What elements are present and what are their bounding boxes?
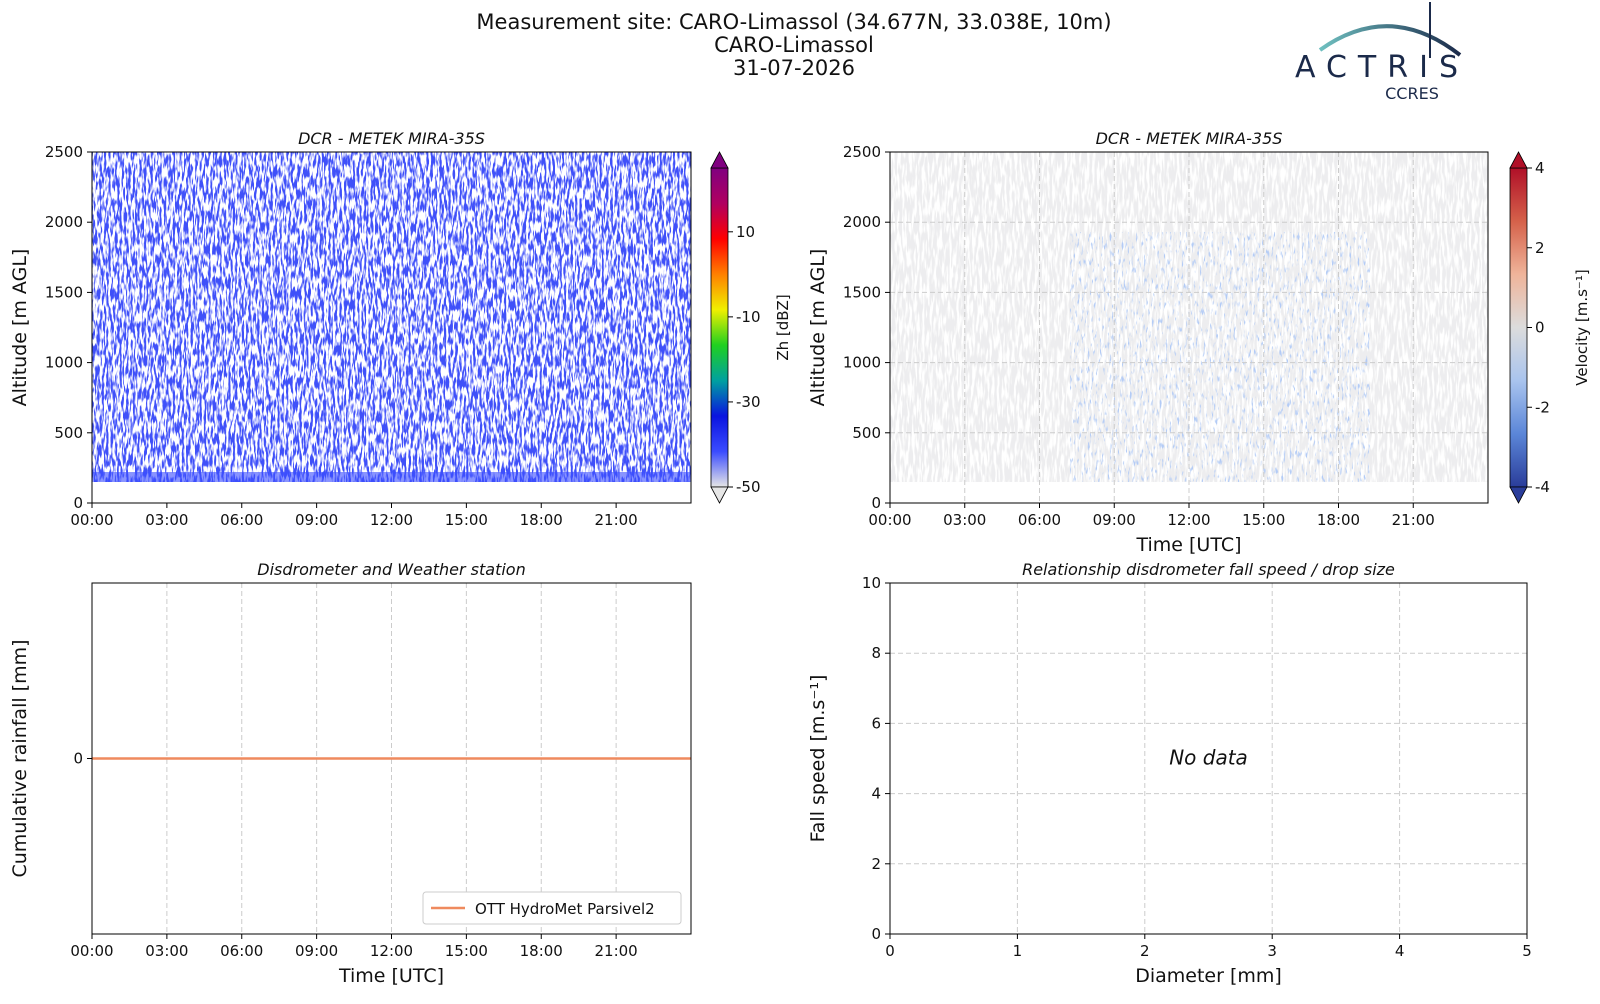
y-tick-label: 1500 [843,283,881,301]
y-tick-label: 0 [73,494,83,512]
colorbar-tick-label: -2 [1535,398,1550,416]
panel-title: DCR - METEK MIRA-35S [1096,129,1283,148]
x-tick-label: 4 [1395,942,1405,960]
y-axis-label: Altitude [m AGL] [807,249,829,407]
colorbar-label: Zh [dBZ] [774,294,792,360]
y-tick-label: 500 [54,424,83,442]
x-tick-label: 21:00 [595,942,638,960]
x-tick-label: 21:00 [1392,511,1435,529]
y-tick-label: 2 [871,855,881,873]
x-axis-label: Diameter [mm] [1135,965,1282,987]
logo-arc [1318,24,1462,57]
colorbar [1509,167,1528,488]
logo-text: ACTRIS [1295,50,1469,85]
y-axis-label: Cumulative rainfall [mm] [9,639,31,877]
x-tick-label: 12:00 [1167,511,1210,529]
x-tick-label: 09:00 [295,942,338,960]
x-tick-label: 03:00 [145,942,188,960]
x-tick-label: 06:00 [1018,511,1061,529]
y-tick-label: 1500 [45,283,83,301]
y-tick-label: 2000 [843,213,881,231]
x-tick-label: 18:00 [1317,511,1360,529]
x-tick-label: 09:00 [1093,511,1136,529]
colorbar-extend [1509,486,1528,504]
y-tick-label: 0 [871,494,881,512]
x-tick-label: 12:00 [370,942,413,960]
x-tick-label: 0 [885,942,895,960]
x-tick-label: 00:00 [70,511,113,529]
plot-frame [889,151,1489,504]
colorbar-label: Velocity [m.s⁻¹] [1573,269,1591,385]
x-tick-label: 18:00 [520,942,563,960]
y-tick-label: 6 [871,714,881,732]
x-tick-label: 3 [1267,942,1277,960]
y-tick-label: 10 [862,574,881,592]
colorbar-tick-label: -30 [736,393,761,411]
panel-title: Disdrometer and Weather station [257,560,525,579]
y-tick-label: 8 [871,644,881,662]
y-tick-label: 0 [73,750,83,768]
y-tick-label: 1000 [843,354,881,372]
x-tick-label: 1 [1013,942,1023,960]
panel-title: Relationship disdrometer fall speed / dr… [1022,560,1395,579]
x-tick-label: 15:00 [445,511,488,529]
y-axis-label: Fall speed [m.s⁻¹] [807,675,829,843]
y-tick-label: 0 [871,925,881,943]
y-tick-label: 2000 [45,213,83,231]
legend-box [422,891,682,925]
x-tick-label: 03:00 [145,511,188,529]
colorbar-tick-label: 4 [1535,159,1545,177]
plot-frame [91,582,692,935]
x-tick-label: 00:00 [70,942,113,960]
colorbar-tick-label: 0 [1535,319,1545,337]
heatmap-base [92,472,691,482]
colorbar-tick-label: -10 [736,308,761,326]
colorbar-tick-label: 2 [1535,239,1545,257]
x-tick-label: 06:00 [220,511,263,529]
y-tick-label: 1000 [45,354,83,372]
figure-title: 31-07-2026 [733,56,855,80]
plot-area [890,583,1527,934]
x-tick-label: 06:00 [220,942,263,960]
heatmap-texture [1070,232,1370,482]
colorbar [710,167,729,488]
x-tick-label: 12:00 [370,511,413,529]
x-tick-label: 03:00 [943,511,986,529]
y-tick-label: 4 [871,785,881,803]
x-axis-label: Time [UTC] [1135,534,1241,556]
y-tick-label: 2500 [843,143,881,161]
x-tick-label: 15:00 [1242,511,1285,529]
colorbar-tick-label: -50 [736,478,761,496]
heatmap-texture [92,152,691,482]
figure-title: CARO-Limassol [714,33,874,57]
plot-frame [91,151,692,504]
header: Measurement site: CARO-Limassol (34.677N… [476,2,1469,103]
colorbar-extend [1509,151,1528,169]
y-axis-label: Altitude [m AGL] [9,249,31,407]
logo-subtext: CCRES [1385,84,1439,103]
x-tick-label: 21:00 [595,511,638,529]
x-tick-label: 00:00 [868,511,911,529]
y-tick-label: 500 [852,424,881,442]
y-tick-label: 2500 [45,143,83,161]
colorbar-tick-label: 10 [736,223,755,241]
panel-title: DCR - METEK MIRA-35S [298,129,485,148]
figure-title: Measurement site: CARO-Limassol (34.677N… [476,10,1111,34]
x-tick-label: 2 [1140,942,1150,960]
x-axis-label: Time [UTC] [338,965,444,987]
x-tick-label: 5 [1522,942,1532,960]
legend-label: OTT HydroMet Parsivel2 [475,900,655,918]
x-tick-label: 15:00 [445,942,488,960]
x-tick-label: 18:00 [520,511,563,529]
colorbar-extend [710,486,729,504]
x-tick-label: 09:00 [295,511,338,529]
plot-frame [889,582,1528,935]
colorbar-tick-label: -4 [1535,478,1550,496]
colorbar-extend [710,151,729,169]
annotation: No data [1169,746,1248,770]
